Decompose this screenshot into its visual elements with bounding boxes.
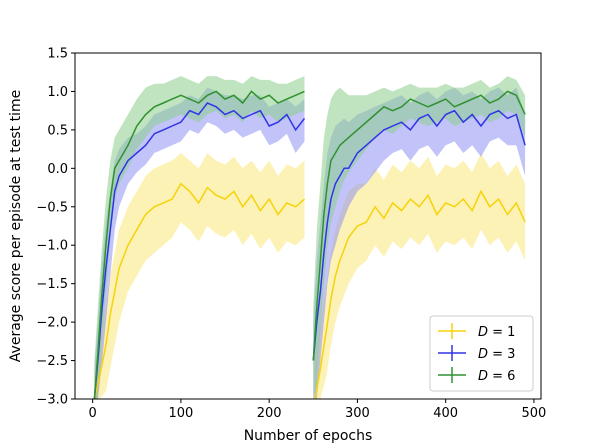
y-tick-label: −0.5 [36,200,68,215]
y-tick-label: 0.5 [47,123,68,138]
x-axis-ticks: 0 100 200 300 400 500 [89,399,547,421]
legend-entry-d1: D = 1 [438,323,515,340]
x-tick-label: 300 [345,406,370,421]
axes-frame [74,52,542,400]
y-tick-label: −2.0 [36,316,68,331]
y-axis-ticks: 1.5 1.0 0.5 0.0 −0.5 −1.0 −1.5 −2.0 −2.5 −3.0 [36,47,75,408]
y-tick-label: 1.0 [47,85,68,100]
legend-label: D = 6 [478,369,515,384]
line-d6-segment-1 [93,90,305,400]
x-axis-label: Number of epochs [244,428,373,444]
y-tick-label: −2.5 [36,354,68,369]
x-tick-label: 500 [522,406,547,421]
y-tick-label: −1.5 [36,277,68,292]
band-d1-segment-1 [94,153,305,399]
legend-label: D = 3 [478,347,515,362]
y-axis-label: Average score per episode at test time [8,90,24,362]
line-d1-segment-1 [93,182,305,400]
series-lines [93,90,526,400]
confidence-bands [94,76,526,399]
x-tick-label: 400 [433,406,458,421]
x-tick-label: 100 [168,406,193,421]
line-d3-segment-2 [312,109,526,361]
y-tick-label: 0.0 [47,162,68,177]
legend-entry-d6: D = 6 [438,367,515,384]
line-d3-segment-1 [93,102,306,400]
legend-label: D = 1 [478,325,515,340]
legend: D = 1 D = 3 D = 6 [429,315,534,392]
y-tick-label: −3.0 [36,393,68,408]
band-d6-segment-1 [94,76,305,399]
line-d1-segment-2 [314,189,526,400]
band-d3-segment-2 [313,87,526,399]
y-tick-label: −1.0 [36,239,68,254]
legend-box [429,315,534,392]
line-d6-segment-2 [312,90,526,361]
y-tick-label: 1.5 [47,47,68,62]
x-tick-label: 0 [89,406,97,421]
legend-entry-d3: D = 3 [438,345,515,362]
band-d1-segment-2 [315,153,526,399]
x-tick-label: 200 [257,406,282,421]
band-d6-segment-2 [313,76,526,399]
